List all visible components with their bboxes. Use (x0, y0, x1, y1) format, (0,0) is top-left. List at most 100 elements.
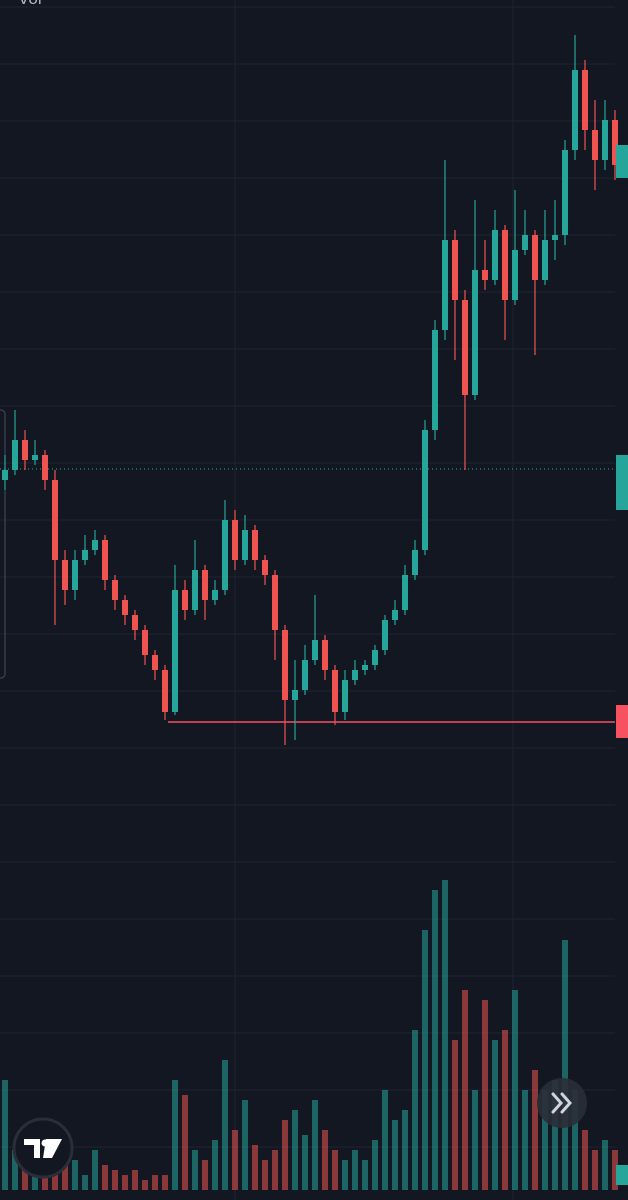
candle-body (302, 660, 308, 690)
volume-bar (472, 1090, 478, 1190)
price-tag (616, 145, 628, 178)
volume-bar (262, 1160, 268, 1190)
candle-body (52, 480, 58, 560)
price-tag (616, 705, 628, 738)
candle-body (442, 240, 448, 330)
volume-bar (512, 990, 518, 1190)
candle-body (22, 440, 28, 460)
volume-bar (212, 1140, 218, 1190)
volume-bar (192, 1150, 198, 1190)
volume-bar (102, 1165, 108, 1190)
candle-body (142, 630, 148, 655)
candle-body (2, 470, 8, 480)
volume-bar (482, 1000, 488, 1190)
candle-body (362, 665, 368, 670)
candle-body (222, 520, 228, 590)
candle-body (322, 640, 328, 670)
volume-bar (592, 1150, 598, 1190)
candle-body (522, 235, 528, 250)
volume-bar (92, 1150, 98, 1190)
candle-body (462, 300, 468, 395)
volume-bar (282, 1120, 288, 1190)
volume-bar (62, 1165, 68, 1190)
volume-bar (12, 1150, 18, 1190)
volume-bar (362, 1160, 368, 1190)
candle-body (82, 550, 88, 560)
candle-body (432, 330, 438, 430)
volume-bar (532, 1070, 538, 1190)
candle-body (452, 240, 458, 300)
candle-body (402, 575, 408, 610)
volume-bar (412, 1030, 418, 1190)
range-box (0, 409, 6, 679)
logo[interactable] (12, 1117, 74, 1179)
candle-body (602, 120, 608, 160)
volume-bar (222, 1060, 228, 1190)
candle-body (492, 230, 498, 280)
volume-bar (112, 1170, 118, 1190)
volume-bar (292, 1110, 298, 1190)
candle-body (62, 560, 68, 590)
candle-body (342, 680, 348, 712)
volume-bar (42, 1175, 48, 1190)
candle-body (252, 530, 258, 560)
volume-tag (616, 1165, 628, 1185)
candle-body (572, 70, 578, 150)
candle-body (182, 590, 188, 610)
price-tag (616, 455, 628, 510)
candle-body (262, 560, 268, 575)
candle-body (272, 575, 278, 630)
logo-bg[interactable] (12, 1117, 74, 1179)
candle-body (332, 670, 338, 712)
candle-body (42, 455, 48, 480)
volume-bar (442, 880, 448, 1190)
candle-body (92, 540, 98, 550)
candle-body (562, 150, 568, 235)
scroll-button[interactable] (537, 1078, 587, 1128)
volume-bar (132, 1170, 138, 1190)
volume-bar (542, 1090, 548, 1190)
volume-bar (162, 1175, 168, 1190)
volume-bar (572, 1090, 578, 1190)
scroll-icon (551, 1092, 573, 1114)
candle-body (392, 610, 398, 620)
volume-bar (22, 1170, 28, 1190)
volume-bar (402, 1110, 408, 1190)
volume-bar (432, 890, 438, 1190)
volume-bar (452, 1040, 458, 1190)
candle-body (192, 570, 198, 610)
candle-body (32, 455, 38, 460)
volume-bar (142, 1180, 148, 1190)
candle-body (532, 235, 538, 280)
candle-body (12, 440, 18, 470)
volume-bar (382, 1090, 388, 1190)
candle-body (382, 620, 388, 650)
candle-body (72, 560, 78, 590)
candle-body (202, 570, 208, 600)
volume-bar (612, 1150, 618, 1190)
candle-body (232, 520, 238, 560)
volume-bar (152, 1175, 158, 1190)
candle-body (312, 640, 318, 660)
candle-body (582, 70, 588, 130)
volume-bar (552, 1080, 558, 1190)
candle-body (112, 580, 118, 600)
volume-label: Vol (18, 0, 42, 8)
volume-bar (272, 1150, 278, 1190)
volume-bar (252, 1145, 258, 1190)
volume-bar (372, 1140, 378, 1190)
logo-dot (41, 1139, 49, 1147)
volume-bar (332, 1150, 338, 1190)
candle-body (412, 550, 418, 575)
logo-mark (24, 1139, 62, 1158)
volume-bar (52, 1170, 58, 1190)
candle-body (542, 240, 548, 280)
candle-body (422, 430, 428, 550)
volume-bar (392, 1120, 398, 1190)
candle-body (152, 655, 158, 670)
volume-bar (122, 1175, 128, 1190)
candle-body (512, 250, 518, 300)
volume-bar (582, 1130, 588, 1190)
